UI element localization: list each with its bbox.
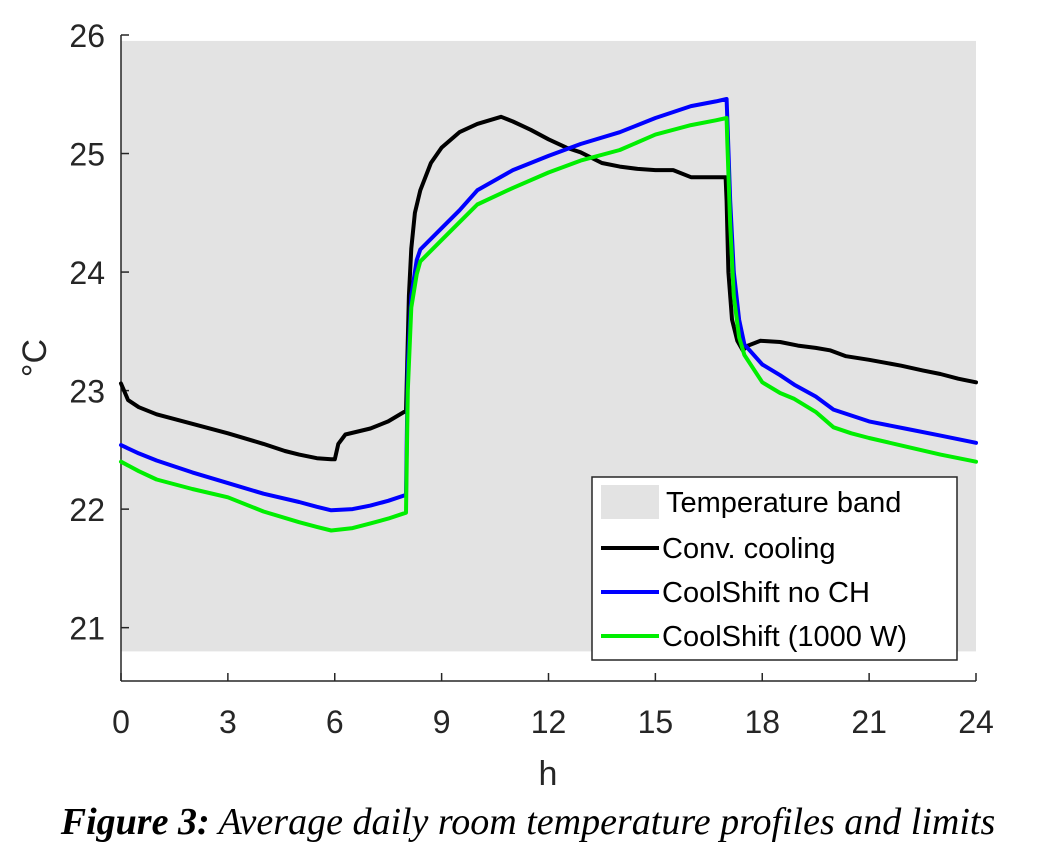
y-axis-label: °C	[16, 339, 54, 377]
series-line-coolshift-1000-w	[119, 116, 978, 533]
x-tick-label: 24	[958, 704, 994, 740]
series-layer	[119, 97, 978, 533]
y-tick-label: 26	[69, 18, 105, 54]
figure-caption-text: Average daily room temperature profiles …	[209, 801, 996, 843]
chart: 0 3 6 9 12 15 18 21 24 21 22 23 24 25 26 Temperature b…	[16, 18, 994, 793]
x-tick-label: 15	[638, 704, 674, 740]
x-tick-label: 0	[112, 704, 130, 740]
y-tick-label: 22	[69, 492, 105, 528]
x-tick-label: 6	[326, 704, 344, 740]
x-tick-label: 18	[744, 704, 780, 740]
series-line-conv-cooling	[119, 114, 978, 462]
legend-label-coolshift-1000-w: CoolShift (1000 W)	[662, 621, 907, 653]
axes: 0 3 6 9 12 15 18 21 24 21 22 23 24 25 26	[69, 18, 993, 740]
legend-label-coolshift-no-ch: CoolShift no CH	[662, 577, 870, 609]
x-tick-label: 21	[851, 704, 887, 740]
x-axis-label: h	[539, 755, 558, 793]
figure-caption: Figure 3: Average daily room temperature…	[0, 800, 1056, 844]
x-tick-label: 9	[433, 704, 451, 740]
y-tick-label: 21	[69, 611, 105, 647]
x-tick-label: 12	[531, 704, 567, 740]
legend-label-conv-cooling: Conv. cooling	[662, 533, 836, 565]
y-tick-label: 23	[69, 374, 105, 410]
figure-caption-label: Figure 3:	[60, 801, 210, 843]
legend: Temperature band Conv. cooling CoolShift n…	[591, 476, 958, 661]
y-tick-label: 24	[69, 255, 105, 291]
legend-label-temperature-band: Temperature band	[666, 487, 901, 519]
x-tick-label: 3	[219, 704, 237, 740]
legend-swatch-temperature-band	[601, 485, 659, 519]
y-tick-label: 25	[69, 137, 105, 173]
series-line-coolshift-no-ch	[119, 97, 978, 513]
